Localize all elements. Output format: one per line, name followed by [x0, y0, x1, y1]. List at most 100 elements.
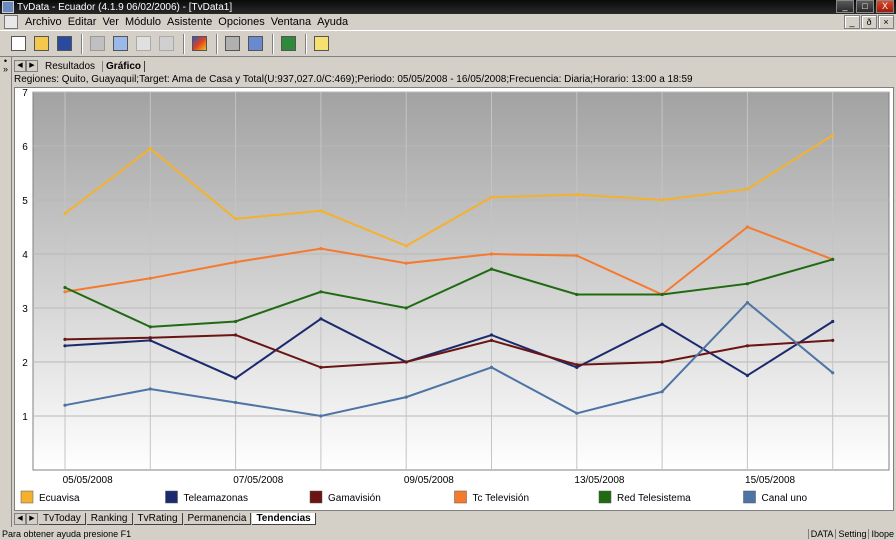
toolbar-separator	[305, 33, 307, 54]
menu-opciones[interactable]: Opciones	[218, 16, 265, 28]
data-point	[148, 336, 152, 340]
left-strip-expand-icon[interactable]: »	[2, 64, 8, 74]
data-point	[660, 322, 664, 326]
series-line	[64, 333, 833, 369]
legend-label: Teleamazonas	[184, 493, 248, 504]
data-point	[489, 333, 494, 337]
maximize-button[interactable]: □	[856, 0, 874, 13]
data-point	[319, 414, 323, 418]
data-point	[745, 344, 750, 348]
data-point	[831, 338, 835, 342]
cut-icon[interactable]	[87, 33, 108, 54]
tab-ranking[interactable]: Ranking	[86, 513, 133, 525]
data-point	[831, 371, 835, 375]
find-icon[interactable]	[156, 33, 177, 54]
save-icon[interactable]	[54, 33, 75, 54]
menu-ventana[interactable]: Ventana	[270, 16, 312, 28]
data-point	[319, 365, 323, 369]
new-icon[interactable]	[8, 33, 29, 54]
legend-label: Canal uno	[762, 493, 808, 504]
data-point	[148, 276, 152, 280]
app-icon[interactable]	[2, 1, 14, 13]
document-icon[interactable]	[4, 15, 18, 29]
mdi-close-button[interactable]: ×	[878, 15, 894, 29]
data-point	[660, 292, 664, 297]
y-tick-label: 7	[22, 88, 28, 99]
menu-asistente[interactable]: Asistente	[167, 16, 213, 28]
tab-next-button[interactable]: ▶	[26, 60, 38, 72]
module-tabs: ◀ ▶ TvToday Ranking TvRating Permanencia…	[14, 512, 316, 526]
status-help-text: Para obtener ayuda presione F1	[2, 529, 132, 539]
tab-permanencia[interactable]: Permanencia	[183, 513, 252, 525]
data-point	[404, 261, 408, 265]
plot-area	[32, 91, 890, 471]
module-tab-prev-button[interactable]: ◀	[14, 513, 26, 525]
data-point	[575, 292, 579, 297]
menu-ayuda[interactable]: Ayuda	[317, 16, 349, 28]
data-point	[489, 365, 494, 369]
open-icon[interactable]	[31, 33, 52, 54]
y-tick-label: 2	[22, 358, 28, 369]
mdi-minimize-button[interactable]: _	[844, 15, 860, 29]
data-point	[148, 338, 152, 342]
window-title: TvData - Ecuador (4.1.9 06/02/2006) - [T…	[17, 1, 233, 13]
y-tick-label: 5	[22, 196, 28, 207]
x-tick-label: 05/05/2008	[63, 475, 113, 486]
data-point	[660, 360, 664, 364]
tab-tendencias[interactable]: Tendencias	[252, 513, 316, 525]
data-point	[148, 147, 152, 151]
copy-icon[interactable]	[110, 33, 131, 54]
data-point	[404, 360, 408, 364]
data-point	[319, 290, 323, 294]
data-point	[63, 290, 67, 294]
close-button[interactable]: X	[876, 0, 894, 13]
toolbar-separator	[216, 33, 218, 54]
tab-grafico[interactable]: Gráfico	[102, 60, 146, 72]
data-point	[745, 373, 750, 378]
paste-icon[interactable]	[133, 33, 154, 54]
x-tick-label: 09/05/2008	[404, 475, 454, 486]
data-point	[63, 211, 67, 216]
data-point	[148, 387, 152, 391]
status-panel-ibope: Ibope	[868, 529, 896, 539]
data-point	[404, 395, 408, 399]
data-point	[575, 411, 579, 415]
data-point	[319, 209, 323, 213]
title-bar: TvData - Ecuador (4.1.9 06/02/2006) - [T…	[0, 0, 896, 14]
minimize-button[interactable]: _	[836, 0, 854, 13]
data-point	[319, 247, 323, 251]
toolbar-separator	[81, 33, 83, 54]
status-panel-data: DATA	[807, 529, 836, 539]
legend-label: Gamavisión	[328, 493, 381, 504]
status-bar: Para obtener ayuda presione F1 DATA Sett…	[0, 528, 896, 540]
legend-swatch	[20, 490, 34, 504]
series-line	[64, 258, 833, 328]
tab-tvtoday[interactable]: TvToday	[39, 513, 86, 525]
menu-ver[interactable]: Ver	[102, 16, 119, 28]
status-panel-setting: Setting	[835, 529, 868, 539]
menu-archivo[interactable]: Archivo	[25, 16, 62, 28]
data-point	[63, 403, 67, 407]
tab-prev-button[interactable]: ◀	[14, 60, 26, 72]
refresh-icon[interactable]	[278, 33, 299, 54]
menu-editar[interactable]: Editar	[67, 16, 97, 28]
data-point	[63, 337, 67, 341]
help-icon[interactable]	[311, 33, 332, 54]
tab-resultados[interactable]: Resultados	[45, 60, 96, 72]
menu-modulo[interactable]: Módulo	[124, 16, 162, 28]
module-tab-next-button[interactable]: ▶	[26, 513, 38, 525]
series-line	[64, 134, 834, 248]
data-point	[831, 319, 835, 324]
legend-swatch	[309, 490, 323, 504]
print-icon[interactable]	[222, 33, 243, 54]
data-point	[575, 363, 579, 367]
mdi-restore-button[interactable]: ð	[861, 15, 877, 29]
print-preview-icon[interactable]	[245, 33, 266, 54]
wizard-icon[interactable]	[189, 33, 210, 54]
series-line	[64, 301, 834, 418]
left-strip-bullet[interactable]: •	[3, 56, 8, 66]
tab-tvrating[interactable]: TvRating	[133, 513, 183, 525]
trend-chart: 1 2 3 4 5 6 7 05/05/2008 07/05/2008 09/05/2008 13…	[20, 88, 890, 504]
y-tick-label: 3	[22, 304, 28, 315]
data-point	[575, 254, 579, 258]
